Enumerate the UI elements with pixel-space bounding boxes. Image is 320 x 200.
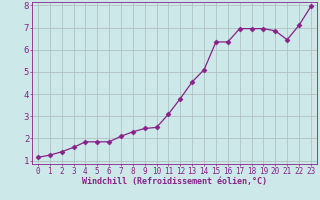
X-axis label: Windchill (Refroidissement éolien,°C): Windchill (Refroidissement éolien,°C) xyxy=(82,177,267,186)
